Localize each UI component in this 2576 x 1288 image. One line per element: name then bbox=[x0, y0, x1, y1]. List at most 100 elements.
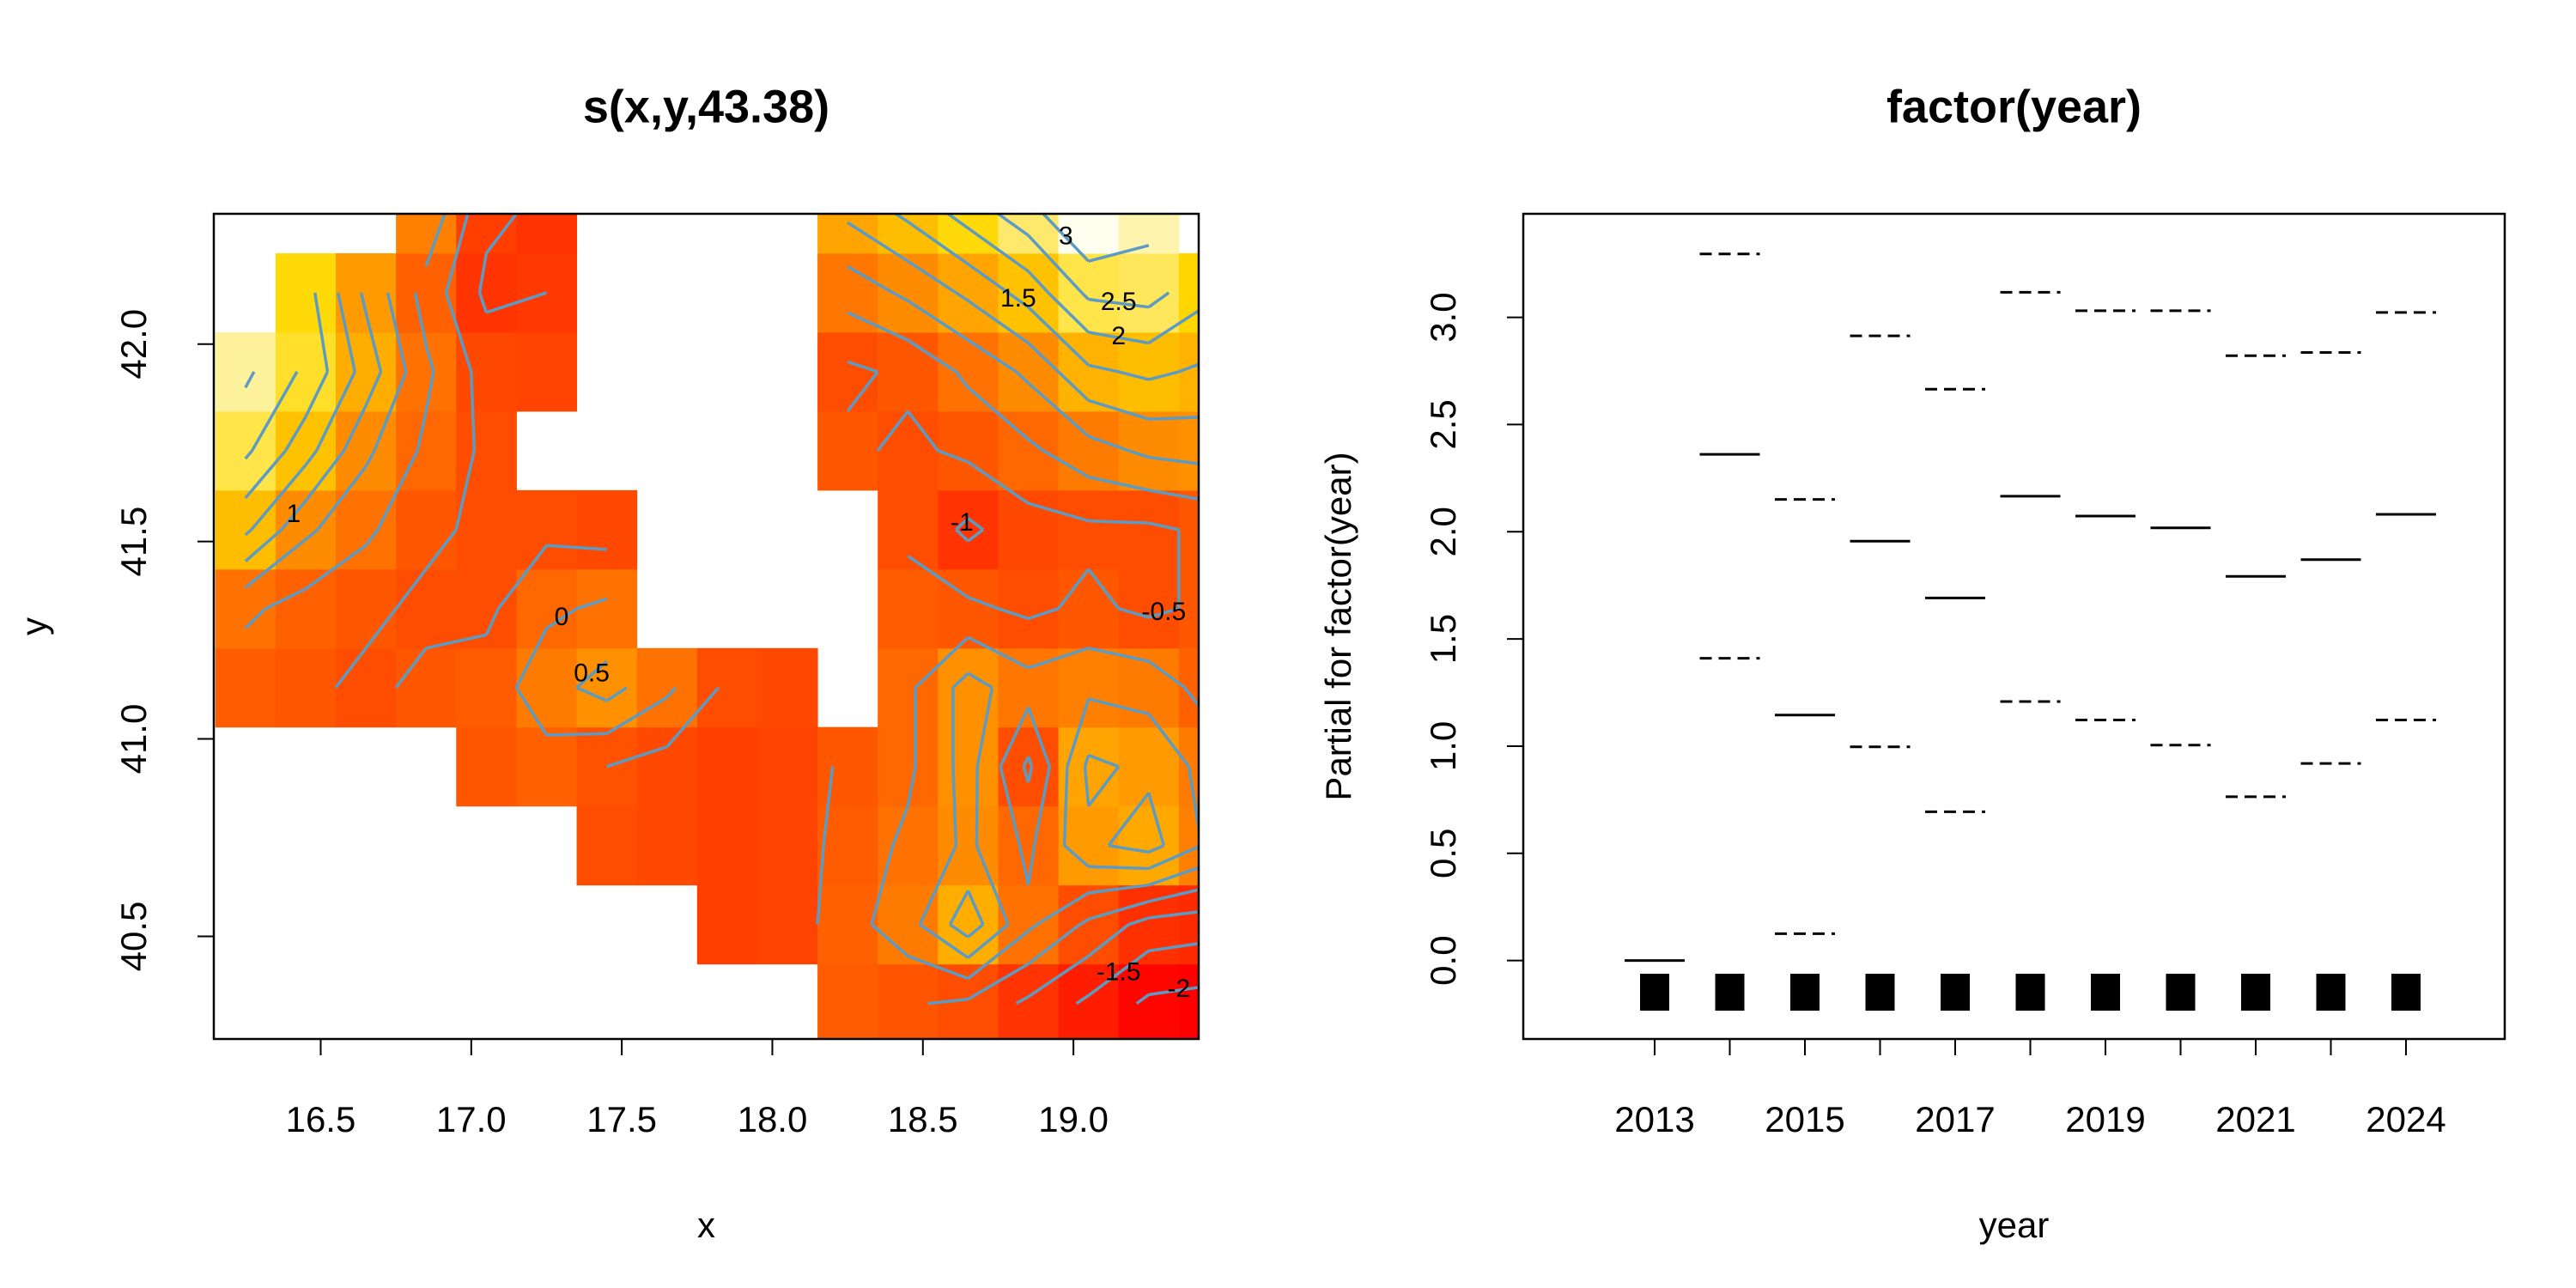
rug-mark bbox=[2015, 974, 2045, 1011]
heat-cell bbox=[938, 963, 999, 1039]
contour-line bbox=[575, 597, 608, 611]
contour-line bbox=[906, 766, 917, 807]
contour-line bbox=[1057, 568, 1091, 610]
contour-line bbox=[575, 659, 608, 690]
contour-line bbox=[1108, 843, 1150, 854]
contour-line bbox=[1015, 995, 1030, 1005]
heat-cell bbox=[756, 647, 818, 728]
heat-cell bbox=[396, 410, 457, 491]
contour-line bbox=[955, 528, 969, 543]
heat-cell bbox=[576, 489, 638, 570]
heat-cell bbox=[817, 884, 878, 965]
contour-line bbox=[1148, 416, 1199, 421]
heat-cell bbox=[817, 963, 878, 1039]
heat-cell bbox=[817, 331, 878, 412]
heat-cell bbox=[1178, 884, 1199, 965]
heat-cell bbox=[456, 647, 517, 728]
x-tick-label: 18.0 bbox=[738, 1099, 808, 1139]
contour-line bbox=[1027, 954, 1090, 999]
contour-line bbox=[1057, 370, 1090, 402]
heat-cell bbox=[336, 568, 397, 649]
x-axis-label: year bbox=[1979, 1205, 2050, 1245]
heat-cell bbox=[878, 726, 939, 807]
contour-line bbox=[907, 954, 969, 981]
heat-cell bbox=[878, 252, 939, 333]
contour-line bbox=[514, 686, 548, 736]
contour-line bbox=[975, 687, 994, 768]
contour-line bbox=[927, 998, 969, 1005]
contour-line bbox=[975, 845, 1010, 926]
heat-cell bbox=[1058, 647, 1120, 728]
contour-line bbox=[1027, 647, 1090, 670]
contour-line bbox=[373, 371, 408, 452]
heat-cell bbox=[1178, 410, 1199, 491]
contour-line bbox=[975, 766, 979, 846]
contour-line bbox=[1148, 844, 1165, 854]
contour-line bbox=[304, 449, 319, 466]
heat-cell bbox=[998, 805, 1060, 886]
contour-line bbox=[1088, 475, 1150, 492]
contour-label: 3 bbox=[1059, 222, 1073, 251]
contour-line bbox=[444, 214, 470, 294]
heat-cell bbox=[1058, 410, 1120, 491]
contour-line bbox=[470, 371, 477, 451]
y-tick-label: 3.0 bbox=[1423, 292, 1463, 342]
contour-line bbox=[605, 686, 628, 702]
contour-line bbox=[967, 635, 1030, 670]
heat-cell bbox=[938, 252, 999, 333]
rug-mark bbox=[1715, 974, 1745, 1011]
heat-cell bbox=[938, 568, 999, 649]
contour-line bbox=[1107, 792, 1151, 847]
y-tick-label: 2.0 bbox=[1423, 507, 1463, 556]
heat-cell bbox=[878, 568, 939, 649]
contour-line bbox=[999, 707, 1030, 768]
contour-line bbox=[1148, 888, 1199, 903]
contour-line bbox=[1087, 765, 1121, 807]
heat-cell bbox=[275, 647, 337, 728]
heat-cell bbox=[215, 489, 276, 570]
x-tick-label: 2013 bbox=[1614, 1099, 1694, 1139]
heat-cell bbox=[998, 410, 1060, 491]
heat-cell bbox=[1178, 963, 1199, 1039]
rug-mark bbox=[2091, 974, 2120, 1011]
contour-line bbox=[906, 410, 939, 452]
contour-line bbox=[1148, 866, 1199, 887]
contour-line bbox=[1127, 916, 1150, 927]
rug-mark bbox=[2316, 974, 2346, 1011]
y-tick-label: 40.5 bbox=[113, 902, 154, 972]
heat-cell bbox=[998, 568, 1060, 649]
contour-line bbox=[416, 410, 428, 452]
contour-line bbox=[918, 844, 957, 926]
heat-cell bbox=[756, 726, 818, 807]
heat-cell bbox=[215, 647, 276, 728]
contour-line bbox=[907, 220, 969, 265]
contour-line bbox=[847, 360, 878, 374]
contour-line bbox=[1026, 845, 1036, 885]
heat-cell bbox=[1058, 884, 1120, 965]
contour-line bbox=[359, 292, 368, 313]
contour-line bbox=[1148, 521, 1180, 532]
contour-line bbox=[1078, 918, 1090, 927]
contour-line bbox=[1015, 370, 1030, 385]
contour-line bbox=[876, 410, 909, 452]
rug-mark bbox=[1865, 974, 1895, 1011]
contour-line bbox=[394, 647, 428, 689]
contour-line bbox=[870, 845, 895, 926]
heat-cell bbox=[1118, 963, 1180, 1039]
contour-line bbox=[1075, 993, 1090, 1005]
contour-line bbox=[1088, 331, 1150, 345]
heat-cell bbox=[998, 331, 1060, 412]
contour-line bbox=[1036, 891, 1090, 927]
contour-line bbox=[1148, 489, 1199, 501]
heat-cell bbox=[516, 214, 578, 254]
contour-line bbox=[967, 263, 1010, 295]
contour-line bbox=[364, 607, 398, 649]
heat-cell bbox=[756, 884, 818, 965]
contour-line bbox=[264, 587, 307, 611]
heat-cell bbox=[938, 805, 999, 886]
heat-cell bbox=[817, 410, 878, 491]
contour-line bbox=[955, 291, 969, 302]
contour-label: 0 bbox=[555, 603, 569, 631]
heat-cell bbox=[456, 489, 517, 570]
heat-cell bbox=[396, 214, 457, 254]
